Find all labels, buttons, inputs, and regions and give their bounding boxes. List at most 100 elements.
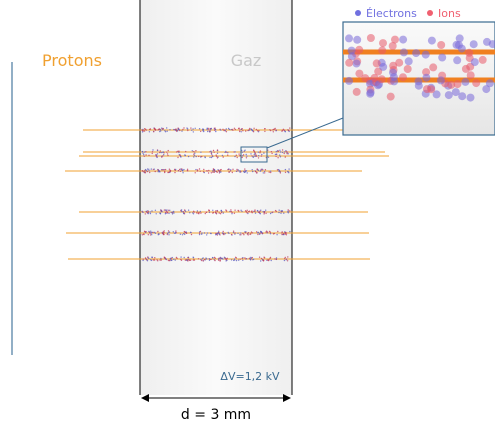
particle [423,85,431,94]
particle [245,258,247,260]
particle [163,233,165,236]
particle [216,232,218,235]
particle [289,127,291,129]
particle [485,79,494,88]
particle [250,233,252,235]
particle [289,230,291,233]
particle [215,130,217,133]
particle [145,154,147,156]
particle [219,171,221,173]
particle [264,169,267,171]
particle [288,130,290,133]
particle [232,168,234,170]
particle [453,80,462,89]
particle [143,233,145,236]
particle [250,257,252,259]
particle [251,232,254,234]
particle [246,209,248,211]
particle [219,213,222,215]
particle [212,155,214,158]
particle [157,171,159,173]
particle [372,59,381,68]
particle [167,149,169,152]
particle [260,155,263,157]
particle [160,257,162,260]
particle [192,131,194,133]
particle [245,153,247,156]
protons-label: Protons [42,51,102,70]
particle [263,257,266,259]
particle [438,53,447,62]
particle [153,131,155,133]
particle [284,231,286,233]
particle [186,168,189,170]
particle [277,230,279,233]
particle [232,231,235,234]
particle [244,257,246,259]
particle [208,211,211,214]
particle [283,212,285,214]
particle [212,171,214,173]
particle [390,77,399,86]
particle [160,259,162,261]
particle [167,259,170,262]
particle [184,210,187,212]
particle [176,257,178,259]
particle [191,150,193,152]
particle [281,233,283,236]
particle [225,128,227,130]
particle [201,155,203,158]
particle [263,152,265,154]
particle [164,209,167,211]
particle [388,42,397,50]
gas-label: Gaz [231,51,262,70]
particle [185,150,187,153]
particle [195,155,197,158]
particle [174,259,176,261]
particle [275,130,277,132]
particle [169,170,172,172]
particle [210,172,212,174]
particle [259,210,261,212]
particle [244,168,246,170]
particle [221,210,223,213]
particle [141,234,143,236]
particle [269,212,272,215]
particle [216,157,219,159]
particle [147,234,149,236]
particle [216,171,218,173]
particle [269,231,271,233]
zoom-box [240,146,268,163]
particle [250,231,253,233]
particle [229,170,232,172]
particle [233,259,236,261]
particle [178,168,181,171]
particle [168,231,171,233]
particle [272,131,274,133]
particle [215,210,217,212]
particle [243,234,245,236]
particle [228,128,231,131]
particle [258,130,260,132]
particle [253,127,255,129]
particle [230,169,232,171]
particle [141,129,144,132]
particle [198,232,201,234]
particle [210,128,212,130]
particle [224,130,227,132]
particle [150,232,152,234]
particle [166,151,168,153]
particle [287,256,289,258]
particle [144,257,147,259]
particle [421,50,430,59]
particle [280,210,282,212]
particle [278,209,280,211]
particle [283,151,286,153]
particle [206,234,208,236]
particle [193,259,196,261]
particle [270,171,272,174]
particle [160,130,162,132]
particle [272,211,274,213]
particle [352,87,361,96]
particle [239,155,241,157]
